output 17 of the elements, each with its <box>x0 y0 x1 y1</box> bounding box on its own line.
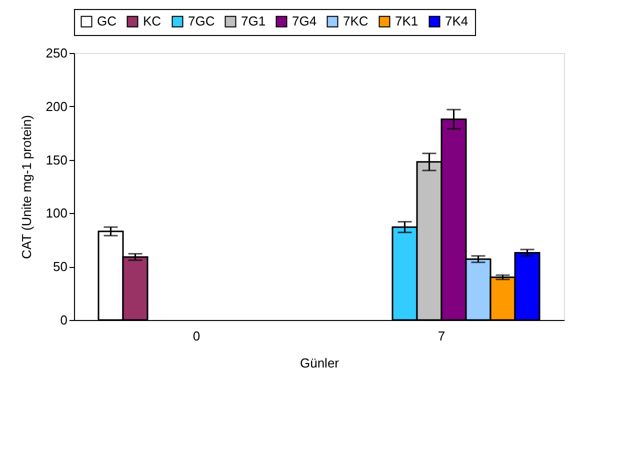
y-tick-label: 200 <box>46 98 68 114</box>
y-tick-label: 100 <box>46 206 68 221</box>
legend-label: 7KC <box>343 14 368 29</box>
legend-label: 7G1 <box>241 14 266 29</box>
legend-label: KC <box>143 14 162 29</box>
y-tick-label: 250 <box>46 46 68 60</box>
legend-label: 7GC <box>188 14 215 29</box>
legend-label: 7K4 <box>445 14 468 29</box>
y-axis-title: CAT (Unite mg-1 protein) <box>18 114 34 260</box>
x-tick-label: 7 <box>438 328 446 344</box>
y-tick-label: 50 <box>53 259 68 274</box>
legend-label: 7K1 <box>395 14 418 29</box>
legend-label: 7G4 <box>292 14 317 29</box>
legend-label: GC <box>97 14 116 29</box>
y-tick-label: 150 <box>46 152 68 168</box>
y-tick-label: 0 <box>60 312 68 328</box>
x-axis-title: Günler <box>300 356 340 370</box>
